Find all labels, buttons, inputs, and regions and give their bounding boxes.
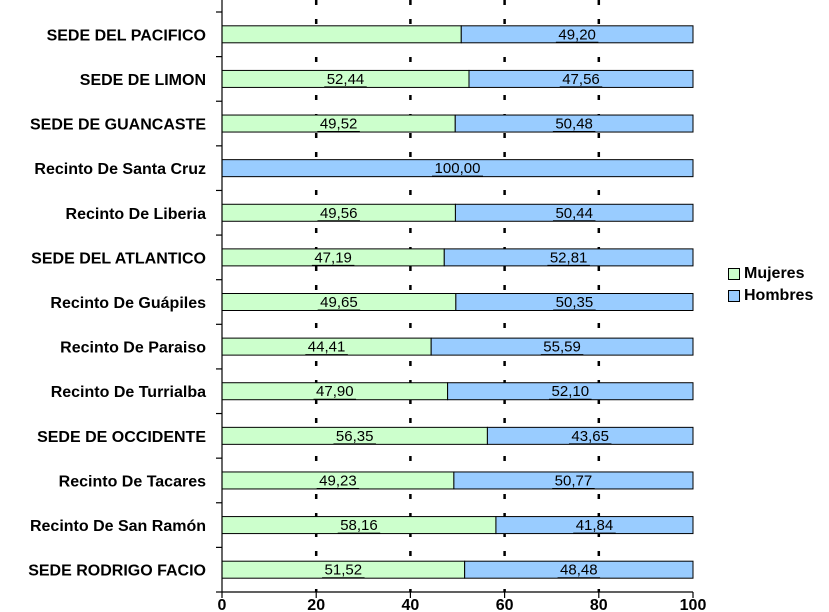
data-label: 51,52 [325,562,363,579]
data-label: 48,48 [560,562,598,579]
legend-item-mujeres: Mujeres [728,263,813,285]
category-label: Recinto De San Ramón [30,518,206,535]
category-label: Recinto De Guápiles [50,295,206,312]
category-label: SEDE DEL PACIFICO [47,27,206,44]
legend-swatch-hombres [728,290,740,302]
category-label: Recinto De Tacares [59,473,206,490]
category-label: SEDE DE LIMON [80,72,206,89]
data-label: 52,44 [327,71,365,88]
data-label: 50,44 [555,205,593,222]
category-label: SEDE DEL ATLANTICO [31,250,206,267]
data-label: 47,56 [562,71,600,88]
x-tick-label: 20 [307,597,325,612]
data-label: 49,52 [320,116,358,133]
category-label: Recinto De Paraiso [60,340,206,357]
x-tick-label: 0 [218,597,227,612]
legend-item-hombres: Hombres [728,285,813,307]
category-label: Recinto De Liberia [66,206,207,223]
category-label: Recinto De Santa Cruz [34,161,206,178]
data-label: 50,77 [555,472,593,489]
data-label: 43,65 [571,428,609,445]
x-tick-label: 60 [496,597,514,612]
data-label: 52,81 [550,249,588,266]
data-label: 47,19 [314,249,352,266]
data-label: 55,59 [543,339,581,356]
data-label: 49,65 [320,294,358,311]
data-label: 58,16 [340,517,378,534]
data-label: 47,90 [316,383,354,400]
data-label: 52,10 [552,383,590,400]
data-label: 56,35 [336,428,374,445]
data-label: 50,48 [555,116,593,133]
category-label: SEDE DE GUANCASTE [30,117,206,134]
legend-label-hombres: Hombres [744,287,814,304]
data-label: 49,56 [320,205,358,222]
legend-label-mujeres: Mujeres [744,265,805,282]
x-tick-label: 80 [590,597,608,612]
data-label: 49,20 [558,26,596,43]
bar-mujeres [221,25,462,44]
category-label: Recinto De Turrialba [51,384,206,401]
x-tick-label: 40 [402,597,420,612]
data-label: 49,23 [319,472,357,489]
category-label: SEDE RODRIGO FACIO [28,563,206,580]
data-label: 100,00 [435,160,481,177]
legend: Mujeres Hombres [728,263,813,307]
category-label: SEDE DE OCCIDENTE [37,429,206,446]
data-label: 44,41 [308,339,346,356]
legend-swatch-mujeres [728,268,740,280]
data-label: 41,84 [576,517,614,534]
x-tick-label: 100 [680,597,707,612]
data-label: 50,35 [556,294,594,311]
